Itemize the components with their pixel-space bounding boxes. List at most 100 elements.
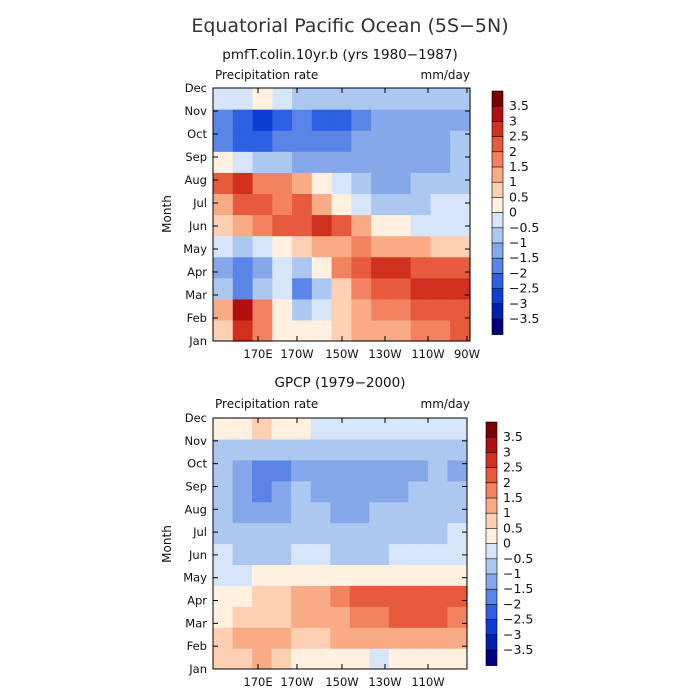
- heatmap-cells: [213, 88, 471, 342]
- x-tick-label: 150W: [325, 675, 358, 689]
- y-tick-label: Mar: [185, 616, 207, 630]
- heatmap-cell: [292, 151, 313, 173]
- heatmap-cell: [311, 88, 333, 110]
- heatmap-cell: [252, 151, 273, 173]
- heatmap-cell: [310, 501, 331, 524]
- heatmap-cell: [292, 256, 313, 279]
- heatmap-cell: [271, 585, 292, 607]
- heatmap-cell: [291, 459, 312, 482]
- heatmap-cell: [310, 438, 331, 461]
- heatmap-cell: [390, 109, 412, 131]
- colorbar-label: −2: [503, 596, 521, 611]
- heatmap-cell: [388, 564, 409, 586]
- heatmap-cell: [388, 648, 409, 670]
- heatmap-cell: [271, 459, 292, 482]
- heatmap-cell: [272, 151, 293, 173]
- heatmap-cell: [447, 606, 468, 628]
- heatmap-cell: [291, 418, 312, 440]
- heatmap-cell: [408, 501, 429, 524]
- colorbar-swatch: [491, 242, 504, 259]
- heatmap-cell: [447, 522, 468, 545]
- heatmap-cell: [371, 235, 392, 258]
- heatmap-cell: [213, 277, 234, 300]
- figure-title: Equatorial Pacific Ocean (5S−5N): [191, 15, 508, 37]
- heatmap-cell: [349, 418, 370, 440]
- heatmap-cell: [310, 459, 331, 482]
- plot-frame: [212, 417, 468, 670]
- heatmap-cell: [310, 543, 331, 566]
- heatmap-cell: [252, 543, 273, 566]
- heatmap-cell: [447, 564, 468, 586]
- colorbar-swatch: [485, 619, 498, 636]
- heatmap-cell: [390, 319, 412, 342]
- heatmap-cell: [408, 648, 429, 670]
- colorbar-swatch: [491, 318, 504, 335]
- heatmap-cell: [272, 172, 293, 195]
- heatmap-cell: [430, 235, 451, 258]
- heatmap-cell: [213, 130, 234, 152]
- heatmap-cell: [349, 480, 370, 503]
- heatmap-cell: [390, 235, 412, 258]
- heatmap-cell: [213, 648, 234, 670]
- heatmap-cell: [410, 172, 432, 195]
- y-tick-label: Sep: [185, 479, 207, 493]
- heatmap-cell: [311, 319, 333, 342]
- heatmap-cell: [427, 501, 449, 524]
- heatmap-cell: [252, 606, 273, 628]
- heatmap-cell: [427, 418, 449, 440]
- heatmap-cell: [371, 214, 392, 237]
- heatmap-cell: [272, 298, 293, 321]
- heatmap-cell: [232, 648, 253, 670]
- heatmap-cell: [351, 109, 372, 131]
- heatmap-cell: [291, 564, 312, 586]
- heatmap-cell: [291, 606, 312, 628]
- heatmap-cell: [388, 459, 409, 482]
- heatmap-cell: [271, 522, 292, 545]
- x-tick-label: 130W: [368, 675, 401, 689]
- heatmap-cell: [213, 564, 234, 586]
- heatmap-cell: [331, 193, 352, 216]
- heatmap-cell: [369, 585, 390, 607]
- heatmap-cell: [410, 277, 432, 300]
- heatmap-cell: [351, 298, 372, 321]
- heatmap-cell: [232, 109, 254, 131]
- heatmap-cell: [330, 438, 351, 461]
- heatmap-cell: [291, 543, 312, 566]
- heatmap-cell: [232, 459, 253, 482]
- heatmap-cell: [252, 438, 273, 461]
- heatmap-cell: [271, 418, 292, 440]
- y-tick-label: Aug: [185, 173, 207, 187]
- heatmap-cell: [349, 501, 370, 524]
- heatmap-cell: [213, 256, 234, 279]
- heatmap-cell: [331, 298, 352, 321]
- colorbar-label: 0: [503, 536, 511, 551]
- colorbar-swatch: [485, 543, 498, 560]
- heatmap-cell: [371, 88, 392, 110]
- heatmap-cell: [427, 648, 449, 670]
- y-tick-label: Jun: [188, 548, 207, 562]
- x-tick-label: 170W: [280, 347, 313, 361]
- colorbar-label: −3: [509, 296, 527, 311]
- heatmap-cell: [410, 235, 432, 258]
- heatmap-cell: [213, 627, 234, 649]
- heatmap-cell: [232, 193, 254, 216]
- heatmap-cell: [388, 480, 409, 503]
- heatmap-cell: [232, 606, 253, 628]
- heatmap-cell: [310, 648, 331, 670]
- heatmap-cell: [371, 109, 392, 131]
- heatmap-cell: [252, 298, 273, 321]
- heatmap-cell: [351, 319, 372, 342]
- left-label: Precipitation rate: [215, 397, 318, 411]
- y-tick-label: Mar: [185, 288, 207, 302]
- heatmap-cell: [331, 235, 352, 258]
- heatmap-cell: [351, 277, 372, 300]
- heatmap-cell: [447, 627, 468, 649]
- heatmap-cell: [330, 480, 351, 503]
- heatmap-cell: [292, 214, 313, 237]
- heatmap-cell: [371, 130, 392, 152]
- x-tick-label: 130W: [368, 347, 401, 361]
- heatmap-cell: [213, 298, 234, 321]
- heatmap-cell: [292, 193, 313, 216]
- heatmap-cell: [291, 648, 312, 670]
- heatmap-cell: [371, 256, 392, 279]
